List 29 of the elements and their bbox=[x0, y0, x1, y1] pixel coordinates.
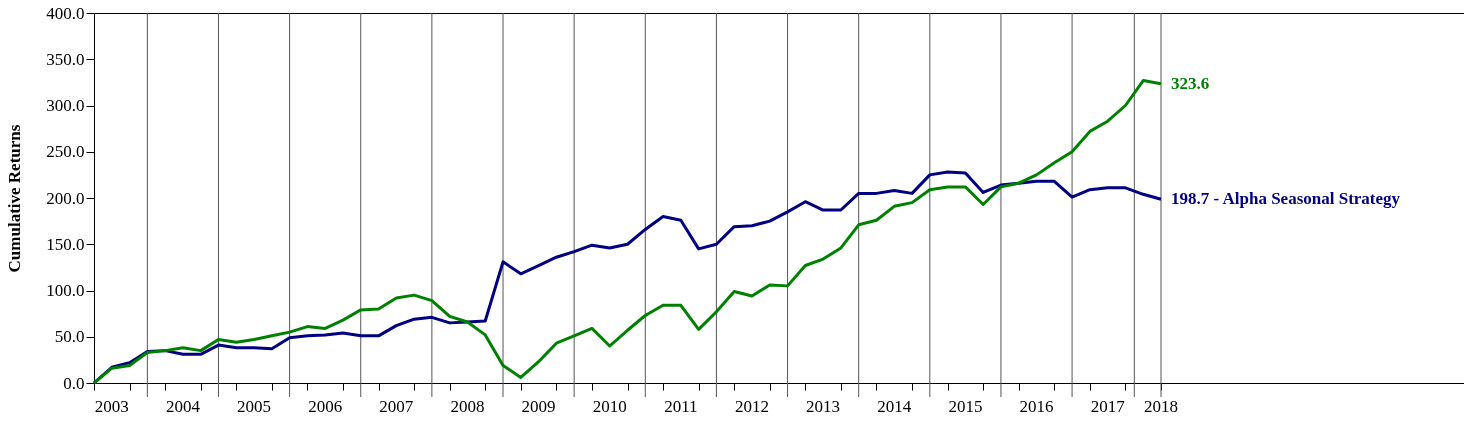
x-tick-label: 2016 bbox=[1019, 397, 1054, 416]
y-tick-label: 350.0 bbox=[46, 49, 85, 69]
x-tick-label: 2009 bbox=[521, 397, 556, 416]
y-tick-label: 0.0 bbox=[63, 373, 85, 393]
x-tick-label: 2015 bbox=[948, 397, 983, 416]
y-tick-label: 100.0 bbox=[46, 281, 85, 300]
x-tick-label: 2005 bbox=[237, 397, 272, 416]
x-tick-label: 2004 bbox=[165, 397, 201, 416]
y-tick-label: 150.0 bbox=[46, 234, 85, 254]
x-tick-label: 2012 bbox=[734, 397, 769, 416]
x-tick-label: 2007 bbox=[379, 397, 414, 416]
annotation: 323.6 bbox=[1171, 73, 1210, 93]
x-tick-label: 2011 bbox=[664, 397, 698, 416]
x-tick-label: 2006 bbox=[308, 397, 343, 416]
y-tick-label: 50.0 bbox=[54, 327, 85, 347]
annotation: 198.7 - Alpha Seasonal Strategy bbox=[1171, 189, 1401, 209]
y-axis-title: Cumulative Returns bbox=[5, 124, 25, 273]
y-tick-label: 250.0 bbox=[46, 142, 85, 162]
x-tick-label: 2013 bbox=[806, 397, 841, 416]
x-tick-label: 2018 bbox=[1144, 397, 1178, 416]
x-tick-label: 2008 bbox=[450, 397, 485, 416]
line-series bbox=[92, 79, 1163, 385]
y-tick-label: 200.0 bbox=[46, 188, 85, 208]
y-tick-label: 300.0 bbox=[46, 96, 85, 115]
x-tick-label: 2010 bbox=[592, 397, 627, 416]
x-tick-label: 2017 bbox=[1090, 397, 1126, 416]
x-tick-label: 2003 bbox=[94, 397, 129, 416]
x-tick-label: 2014 bbox=[877, 397, 912, 416]
y-tick-label: 400.0 bbox=[46, 3, 85, 23]
